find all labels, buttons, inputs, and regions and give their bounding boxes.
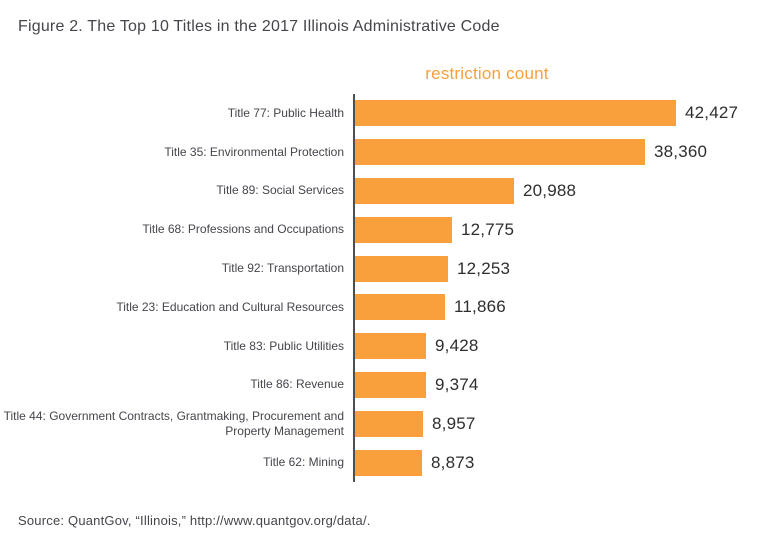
category-label: Title 62: Mining <box>263 455 344 470</box>
bar-row: Title 44: Government Contracts, Grantmak… <box>0 404 768 444</box>
bar <box>355 333 426 360</box>
bar-area: 11,866 <box>353 287 768 327</box>
bar-row: Title 62: Mining 8,873 <box>0 443 768 482</box>
category-label: Title 35: Environmental Protection <box>164 144 344 159</box>
value-label: 9,374 <box>435 374 479 394</box>
bar-area: 42,427 <box>353 94 768 133</box>
bar-area: 8,957 <box>353 404 768 444</box>
bar-area: 12,253 <box>353 249 768 288</box>
bar-row: Title 23: Education and Cultural Resourc… <box>0 287 768 327</box>
category-label: Title 92: Transportation <box>221 261 344 276</box>
value-label: 20,988 <box>523 180 577 200</box>
bar-row: Title 89: Social Services 20,988 <box>0 171 768 211</box>
bar-row: Title 83: Public Utilities 9,428 <box>0 326 768 366</box>
bar-row: Title 77: Public Health 42,427 <box>0 94 768 133</box>
category-label: Title 77: Public Health <box>227 105 344 120</box>
bar-area: 9,428 <box>353 326 768 366</box>
bar <box>355 255 448 282</box>
bar <box>355 177 514 204</box>
category-label: Title 23: Education and Cultural Resourc… <box>116 299 344 314</box>
category-label: Title 83: Public Utilities <box>223 338 344 353</box>
category-label: Title 44: Government Contracts, Grantmak… <box>3 408 344 438</box>
value-label: 9,428 <box>435 336 479 356</box>
bar <box>355 410 423 437</box>
bar <box>355 294 445 321</box>
bar <box>355 371 426 398</box>
bar-rows-container: Title 77: Public Health 42,427 Title 35: E… <box>0 94 768 482</box>
bar-area: 20,988 <box>353 171 768 211</box>
value-label: 38,360 <box>654 142 708 162</box>
bar <box>355 216 452 243</box>
bar-area: 9,374 <box>353 365 768 405</box>
bar <box>355 139 645 166</box>
bar-row: Title 92: Transportation 12,253 <box>0 249 768 288</box>
axis-header-restriction-count: restriction count <box>425 64 549 83</box>
value-label: 12,775 <box>461 219 515 239</box>
source-citation: Source: QuantGov, “Illinois,” http://www… <box>18 513 371 528</box>
bar-row: Title 86: Revenue 9,374 <box>0 365 768 405</box>
value-label: 12,253 <box>457 258 511 278</box>
bar <box>355 449 422 476</box>
category-label: Title 68: Professions and Occupations <box>142 222 344 237</box>
value-label: 8,873 <box>431 452 475 472</box>
bar-row: Title 35: Environmental Protection 38,360 <box>0 132 768 172</box>
bar-row: Title 68: Professions and Occupations 12,… <box>0 210 768 250</box>
value-label: 8,957 <box>432 413 476 433</box>
bar-area: 8,873 <box>353 443 768 482</box>
category-label: Title 89: Social Services <box>216 183 344 198</box>
bar <box>355 100 676 127</box>
bar-area: 12,775 <box>353 210 768 250</box>
value-label: 11,866 <box>454 297 506 317</box>
bar-area: 38,360 <box>353 132 768 172</box>
category-label: Title 86: Revenue <box>250 377 344 392</box>
value-label: 42,427 <box>685 103 739 123</box>
figure-title: Figure 2. The Top 10 Titles in the 2017 … <box>18 18 500 35</box>
